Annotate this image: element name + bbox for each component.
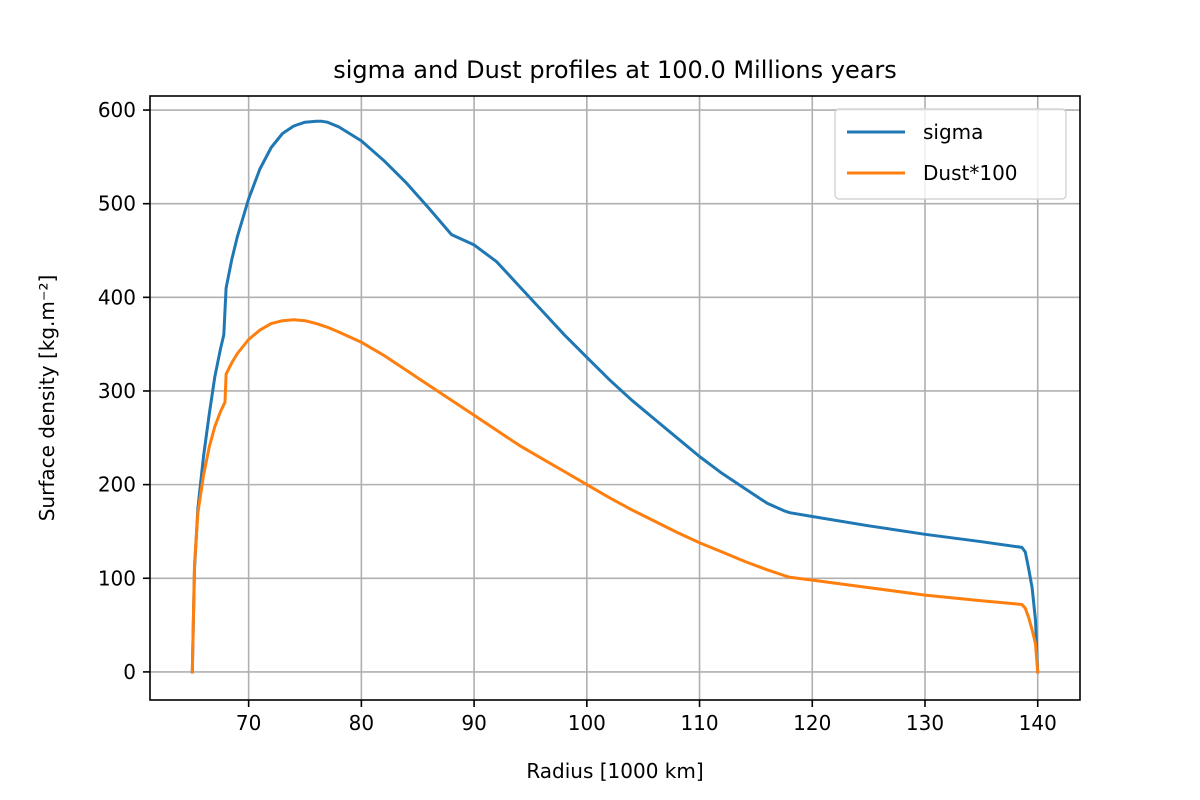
x-tick-label: 140 [1019, 711, 1057, 735]
y-axis-ticks: 0 100 200 300 400 500 600 [98, 98, 150, 684]
y-tick-label: 100 [98, 566, 136, 590]
x-tick-label: 90 [461, 711, 486, 735]
series-line-sigma [190, 119, 1040, 674]
x-tick-label: 130 [906, 711, 944, 735]
y-tick-label: 400 [98, 285, 136, 309]
x-tick-label: 120 [793, 711, 831, 735]
chart-title: sigma and Dust profiles at 100.0 Million… [333, 56, 897, 84]
x-tick-label: 80 [349, 711, 374, 735]
y-tick-label: 300 [98, 379, 136, 403]
legend: sigma Dust*100 [834, 108, 1067, 200]
x-tick-label: 100 [568, 711, 606, 735]
x-axis-ticks: 70 80 90 100 110 120 130 140 [236, 700, 1057, 735]
legend-label-dust: Dust*100 [923, 161, 1018, 185]
y-tick-label: 500 [98, 192, 136, 216]
y-tick-label: 200 [98, 473, 136, 497]
x-tick-label: 70 [236, 711, 261, 735]
x-tick-label: 110 [680, 711, 718, 735]
y-tick-label: 0 [123, 660, 136, 684]
plot-frame [149, 95, 1081, 701]
y-tick-label: 600 [98, 98, 136, 122]
series-line-dust [190, 318, 1040, 674]
x-axis-title: Radius [1000 km] [526, 759, 703, 783]
legend-label-sigma: sigma [923, 120, 983, 144]
series-lines [190, 119, 1040, 674]
y-axis-title: Surface density [kg.m⁻²] [35, 275, 59, 522]
